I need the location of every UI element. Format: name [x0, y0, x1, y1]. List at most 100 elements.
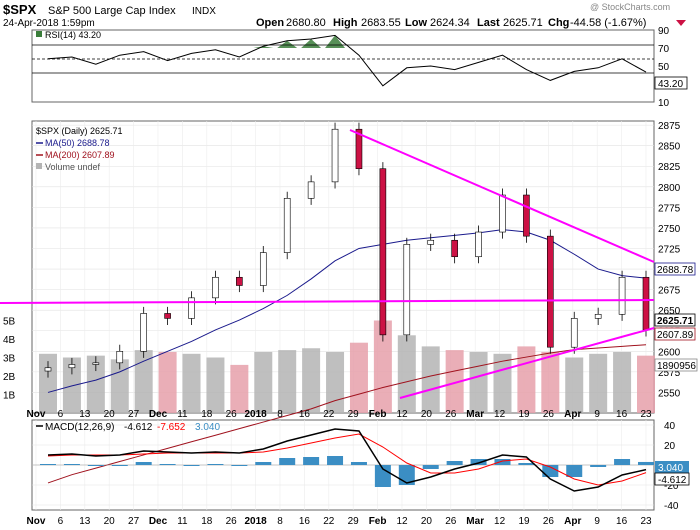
x-tick-label: 12	[494, 409, 506, 420]
macd-histogram-bar	[638, 461, 654, 465]
volume-bar	[397, 335, 416, 413]
macd-tick-label: -40	[664, 501, 679, 512]
x-tick-label: Mar	[466, 409, 484, 420]
index-name: S&P 500 Large Cap Index	[48, 5, 176, 17]
volume-bar	[158, 351, 177, 413]
volume-tick-label: 4B	[3, 335, 16, 346]
volume-bar	[349, 342, 368, 413]
x-tick-label: Apr	[564, 409, 581, 420]
volume-bar	[62, 357, 81, 413]
trendlines	[0, 129, 655, 399]
volume-bar	[445, 350, 464, 413]
ma200-tag: 2607.89	[657, 330, 694, 341]
x-tick-label: Feb	[369, 516, 387, 527]
candle-body	[236, 276, 243, 286]
x-tick-label: 20	[421, 409, 433, 420]
price-legend: $SPX (Daily) 2625.71 MA(50) 2688.78 MA(2…	[36, 126, 123, 172]
price-tick-label: 2550	[658, 388, 681, 399]
candle-body	[116, 351, 124, 364]
macd-histogram-bar	[470, 459, 487, 465]
volume-bar	[613, 351, 632, 413]
macd-histogram-bar	[40, 464, 56, 465]
high-label: High	[333, 17, 358, 29]
macd-histogram-bar	[255, 462, 272, 465]
horizontal-support-line	[0, 299, 655, 304]
ohlc-bar: Open 2680.80 High 2683.55 Low 2624.34 La…	[256, 17, 686, 29]
support-trendline	[399, 327, 655, 399]
x-tick-label: Nov	[27, 409, 46, 420]
candles	[44, 122, 650, 378]
price-tick-label: 2675	[658, 286, 681, 297]
rsi-legend-text: RSI(14) 43.20	[45, 30, 101, 40]
chg-label: Chg	[548, 17, 569, 29]
candle-body	[188, 297, 195, 319]
macd-histogram-bar	[183, 465, 200, 466]
datetime: 24-Apr-2018 1:59pm	[3, 18, 95, 29]
volume-bar	[110, 359, 129, 413]
price-tick-label: 2575	[658, 368, 681, 379]
price-tick-label: 2875	[658, 121, 681, 132]
macd-legend: MACD(12,26,9) -4.612 -7.652 3.040	[36, 422, 220, 433]
x-tick-label: 26	[445, 409, 457, 420]
x-tick-label: 13	[79, 409, 91, 420]
x-tick-label: 16	[616, 409, 628, 420]
volume-bar	[302, 348, 321, 413]
macd-histogram-bar	[446, 461, 463, 465]
x-tick-label: 19	[518, 409, 530, 420]
price-tick-label: 2650	[658, 306, 681, 317]
ma50-line	[47, 229, 647, 393]
x-tick-label: 9	[594, 409, 600, 420]
macd-legend-signal: -7.652	[157, 422, 186, 433]
macd-histogram-bar	[279, 458, 296, 465]
watermark: @ StockCharts.com	[590, 2, 670, 12]
price-x-axis: Nov 6 13 20 27 Dec 11 18 26 2018 8 16 22 29 Feb 12 20 26 M…	[27, 409, 652, 420]
candle-body	[451, 239, 458, 258]
volume-bar	[565, 357, 584, 413]
macd-histogram-bar	[111, 465, 128, 466]
x-tick-label: 22	[323, 516, 335, 527]
price-tick-label: 2825	[658, 162, 681, 173]
volume-axis: 5B 4B 3B 2B 1B	[3, 317, 16, 402]
x-tick-label: 2018	[244, 409, 267, 420]
macd-tick-label: 40	[664, 421, 676, 432]
price-tick-label: 2850	[658, 142, 681, 153]
x-tick-label: Dec	[149, 516, 168, 527]
rsi-last-tag-text: 43.20	[658, 79, 683, 90]
volume-bar	[230, 364, 249, 413]
volume-bar	[373, 320, 392, 413]
rsi-tick-label: 70	[658, 44, 670, 55]
candle-body	[594, 313, 602, 319]
volume-bar	[206, 357, 225, 413]
macd-hist-tag: 3.040	[658, 463, 683, 474]
macd-legend-name: MACD(12,26,9)	[45, 422, 114, 433]
macd-histogram-bar	[518, 463, 535, 465]
macd-histogram-bar	[135, 462, 152, 465]
x-tick-label: 12	[396, 409, 408, 420]
macd-value-tag: -4.612	[658, 475, 687, 486]
rsi-legend: RSI(14) 43.20	[36, 30, 101, 40]
rsi-legend-icon	[36, 31, 42, 37]
volume-bar	[39, 353, 57, 413]
candle-body	[642, 276, 650, 331]
exchange: INDX	[192, 6, 216, 17]
candle-body	[259, 252, 267, 286]
candle-body	[92, 362, 100, 365]
candle-body	[140, 313, 147, 352]
x-tick-label: 20	[104, 409, 116, 420]
x-tick-label: 16	[299, 409, 311, 420]
x-tick-label: 18	[201, 516, 213, 527]
last-price-tag: 2625.71	[657, 316, 694, 327]
x-tick-label: 26	[445, 516, 457, 527]
volume-bar	[134, 350, 153, 413]
candle-body	[68, 364, 76, 369]
ma50-tag: 2688.78	[657, 265, 694, 276]
resistance-trendline	[349, 129, 655, 263]
macd-histogram-bar	[422, 465, 439, 469]
macd-histogram-bar	[207, 464, 224, 465]
candle-body	[618, 276, 626, 315]
x-tick-label: 26	[226, 516, 238, 527]
x-tick-label: 27	[128, 516, 140, 527]
macd-tags: 3.040 -4.612	[654, 461, 690, 486]
x-tick-label: Nov	[27, 516, 46, 527]
